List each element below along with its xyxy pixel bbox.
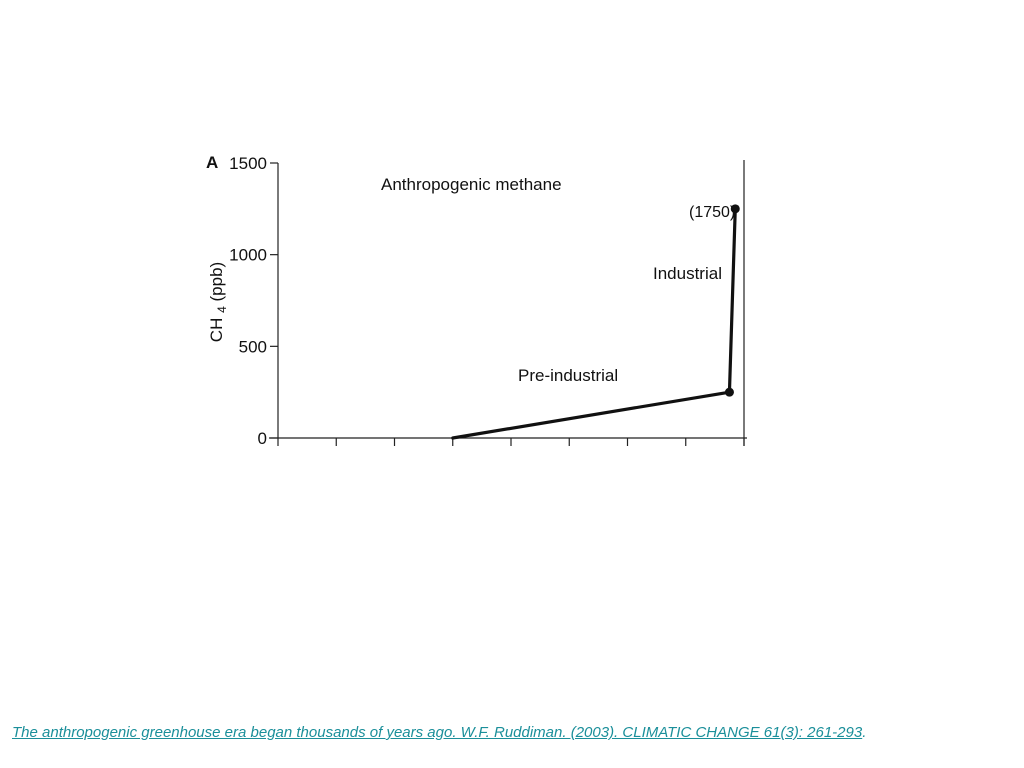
source-citation-link[interactable]: The anthropogenic greenhouse era began t…	[12, 724, 863, 741]
source-caption: The anthropogenic greenhouse era began t…	[12, 724, 866, 741]
annotation-1750: (1750)	[689, 204, 735, 221]
annotation-industrial: Industrial	[653, 264, 722, 283]
y-axis-label-text: CH	[207, 318, 226, 343]
data-point-marker	[724, 387, 734, 397]
y-axis-label-subscript: 4	[215, 306, 229, 313]
caption-trailing: .	[862, 724, 867, 741]
panel-label: A	[206, 153, 218, 172]
y-tick-label: 1000	[229, 246, 267, 265]
data-point-marker	[730, 204, 740, 214]
series-line	[451, 207, 737, 440]
y-tick-label: 500	[239, 337, 267, 356]
y-tick-label: 1500	[229, 154, 267, 173]
y-axis-label-units: (ppb)	[207, 262, 226, 306]
y-tick-label: 0	[258, 429, 267, 448]
annotation-pre-industrial: Pre-industrial	[518, 366, 618, 385]
y-axis-label: CH 4 (ppb)	[207, 262, 229, 342]
chart-title: Anthropogenic methane	[381, 175, 562, 194]
